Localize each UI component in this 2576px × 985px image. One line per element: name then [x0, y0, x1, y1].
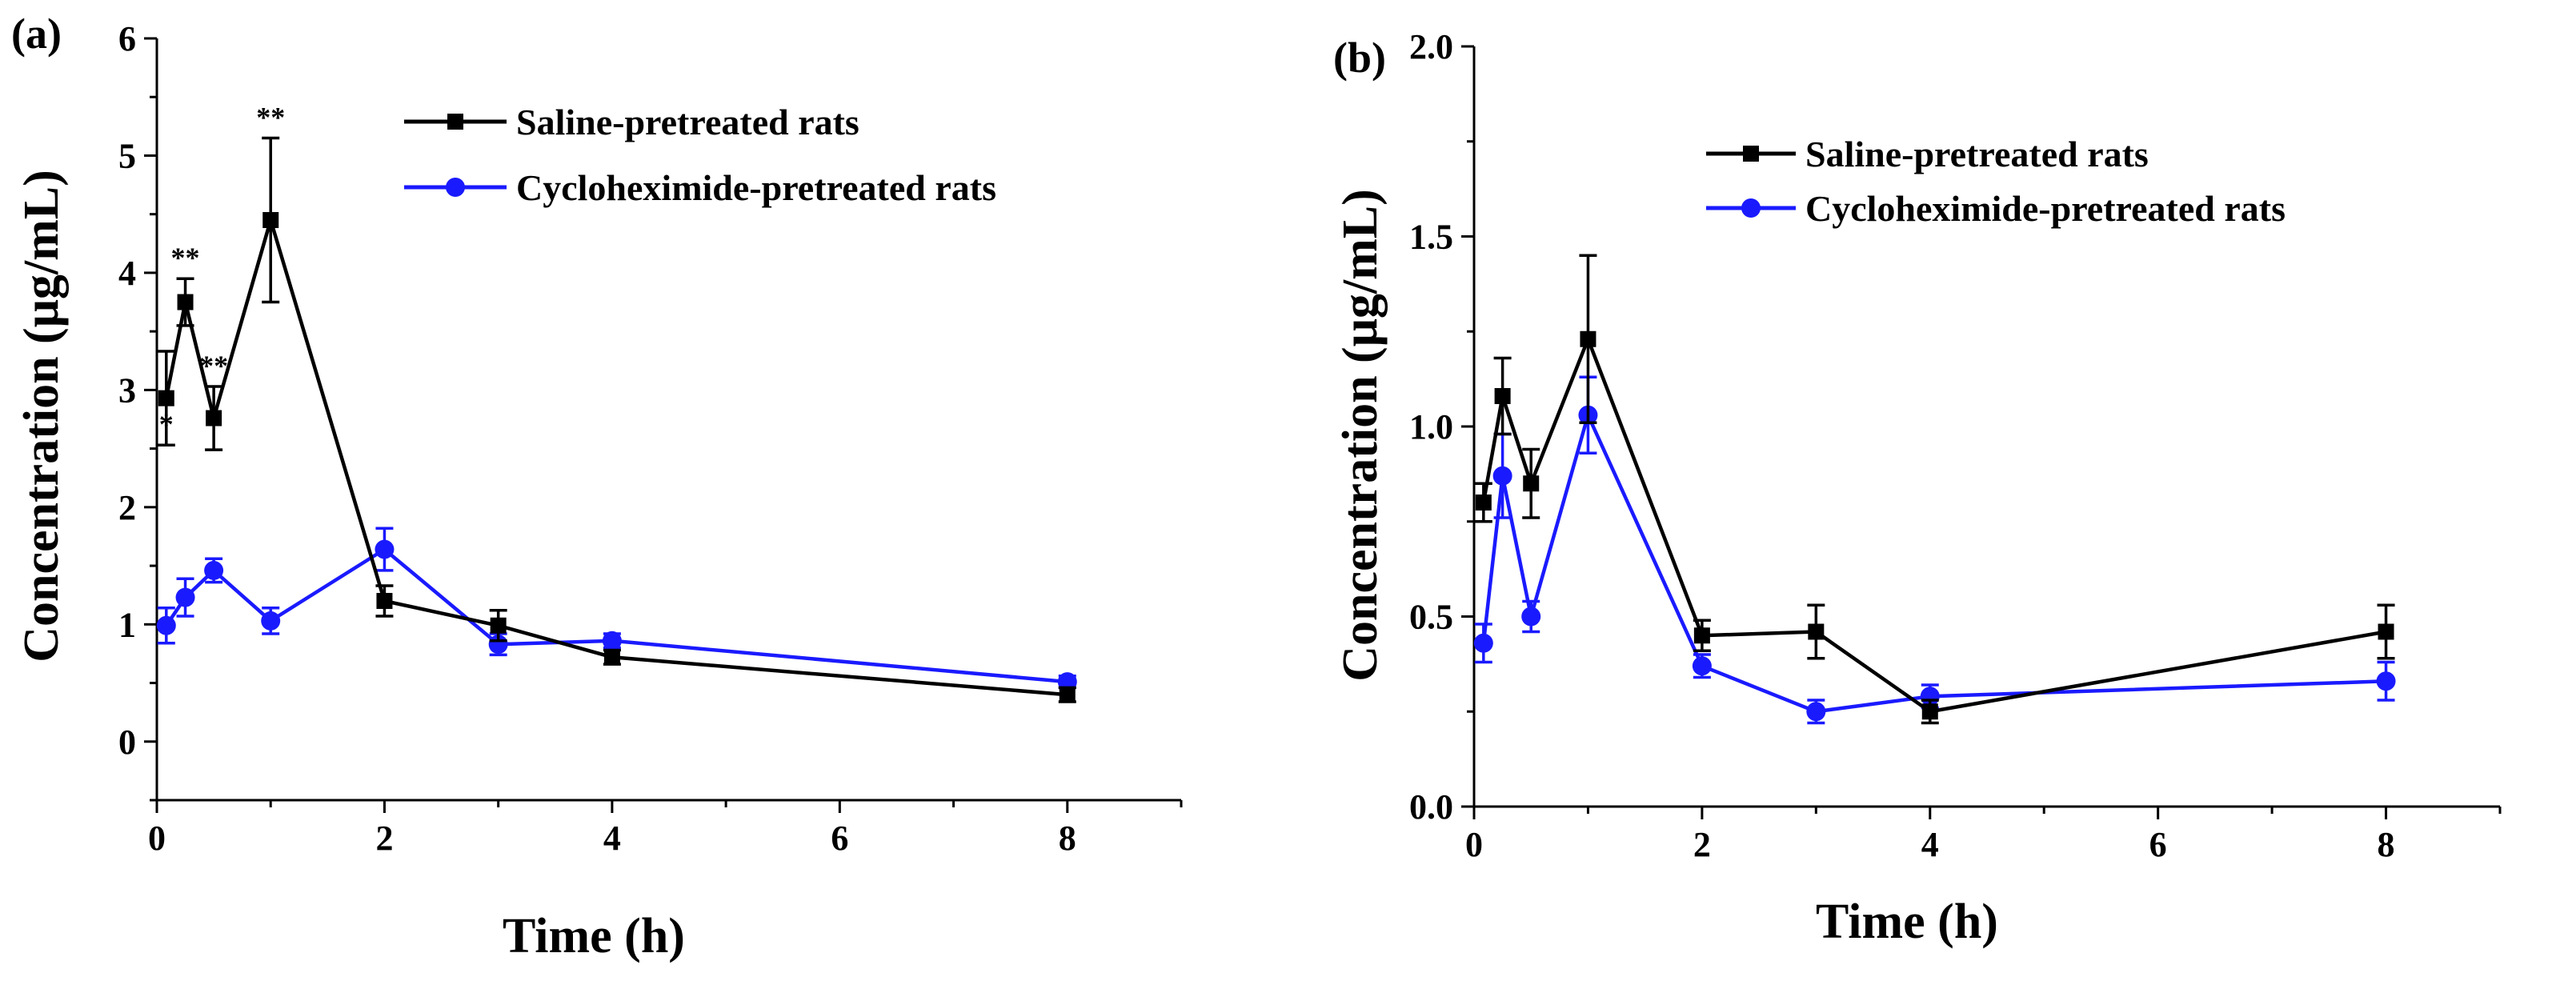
significance-annotation: ** — [199, 350, 228, 382]
panel-a-legend-item-saline: Saline-pretreated rats — [404, 102, 859, 142]
data-point-square — [262, 212, 279, 229]
y-tick-label: 1 — [118, 605, 136, 644]
data-point-circle — [175, 587, 195, 607]
data-point-square — [158, 390, 174, 406]
significance-annotation: ** — [256, 101, 285, 133]
data-point-square — [376, 593, 393, 610]
x-tick-label: 8 — [1059, 819, 1076, 858]
y-tick-label: 2.0 — [1409, 27, 1453, 66]
legend-marker-circle — [446, 178, 465, 197]
data-point-square — [177, 294, 194, 310]
y-tick-label: 0 — [118, 723, 136, 762]
series-saline — [157, 136, 1076, 703]
panel-a-legend-label-cycloheximide: Cycloheximide-pretreated rats — [516, 167, 996, 208]
x-tick-label: 4 — [1921, 825, 1939, 864]
data-point-square — [1693, 627, 1710, 644]
data-point-square — [1808, 623, 1825, 640]
data-point-circle — [375, 539, 395, 559]
data-point-square — [603, 649, 620, 666]
series-line — [1481, 337, 2386, 714]
data-point-square — [490, 617, 507, 634]
y-tick-label: 1.5 — [1409, 218, 1453, 257]
data-point-square — [2378, 623, 2394, 640]
panel-b-y-axis-title: Concentration (μg/mL) — [1333, 189, 1388, 681]
y-tick-label: 4 — [118, 254, 136, 293]
legend-marker-square — [447, 114, 463, 130]
data-point-circle — [1521, 607, 1541, 627]
y-tick-label: 0.5 — [1409, 598, 1453, 637]
panel-b-legend-label-saline: Saline-pretreated rats — [1805, 134, 2149, 174]
data-point-square — [1475, 495, 1492, 511]
x-tick-label: 4 — [603, 819, 621, 858]
y-tick-label: 3 — [118, 370, 136, 410]
data-point-circle — [2376, 671, 2396, 691]
data-point-square — [1494, 388, 1511, 404]
x-tick-label: 6 — [831, 819, 848, 858]
data-point-square — [206, 410, 222, 426]
data-point-square — [1921, 703, 1938, 720]
panel-b-legend-item-cycloheximide: Cycloheximide-pretreated rats — [1706, 188, 2286, 229]
x-tick-label: 0 — [1465, 825, 1483, 864]
x-tick-label: 6 — [2149, 825, 2167, 864]
data-point-circle — [1473, 633, 1493, 653]
series-cycloheximide — [1473, 375, 2396, 725]
significance-annotation: * — [159, 408, 174, 440]
data-point-circle — [1692, 656, 1712, 676]
data-point-square — [1059, 687, 1076, 703]
panel-b-plot-area: 0 2 4 6 8 0.0 0.5 1.0 1.5 2.0 — [1409, 27, 2502, 864]
x-tick-label: 2 — [375, 819, 393, 858]
significance-annotation: ** — [171, 242, 200, 274]
panel-b-legend-item-saline: Saline-pretreated rats — [1706, 134, 2149, 174]
panel-b: (b) 0 2 4 6 8 0.0 0.5 1.0 1.5 2.0 Time (h) Concen… — [1333, 27, 2502, 949]
x-tick-label: 0 — [148, 819, 166, 858]
data-point-circle — [261, 611, 281, 631]
data-point-circle — [204, 560, 224, 580]
legend-marker-circle — [1741, 198, 1761, 218]
series-line — [164, 218, 1068, 697]
panel-a-legend-item-cycloheximide: Cycloheximide-pretreated rats — [404, 167, 996, 208]
panel-a-label: (a) — [11, 10, 62, 58]
data-point-circle — [602, 631, 622, 651]
panel-b-x-axis-title: Time (h) — [1816, 895, 1998, 949]
y-tick-label: 5 — [118, 136, 136, 175]
panel-a-x-axis-title: Time (h) — [503, 909, 685, 963]
panel-b-legend-label-cycloheximide: Cycloheximide-pretreated rats — [1805, 188, 2286, 229]
panel-a-y-axis-title: Concentration (μg/mL) — [14, 170, 69, 662]
y-tick-label: 1.0 — [1409, 407, 1453, 446]
panel-b-legend: Saline-pretreated rats Cycloheximide-pre… — [1706, 134, 2286, 229]
panel-a-legend: Saline-pretreated rats Cycloheximide-pre… — [404, 102, 996, 208]
y-tick-label: 6 — [118, 19, 136, 58]
y-tick-label: 0.0 — [1409, 787, 1453, 827]
legend-marker-square — [1743, 146, 1759, 162]
data-point-square — [1580, 330, 1596, 347]
data-point-circle — [1492, 466, 1512, 486]
series-cycloheximide — [156, 527, 1077, 692]
panel-a-legend-label-saline: Saline-pretreated rats — [516, 102, 859, 142]
series-saline — [1474, 254, 2395, 725]
y-tick-label: 2 — [118, 488, 136, 527]
series-line — [1481, 413, 2386, 714]
x-tick-label: 8 — [2378, 825, 2395, 864]
x-tick-label: 2 — [1693, 825, 1711, 864]
data-point-circle — [1806, 702, 1826, 722]
panel-b-label: (b) — [1333, 34, 1386, 82]
data-point-square — [1523, 475, 1540, 492]
data-point-circle — [156, 615, 176, 635]
